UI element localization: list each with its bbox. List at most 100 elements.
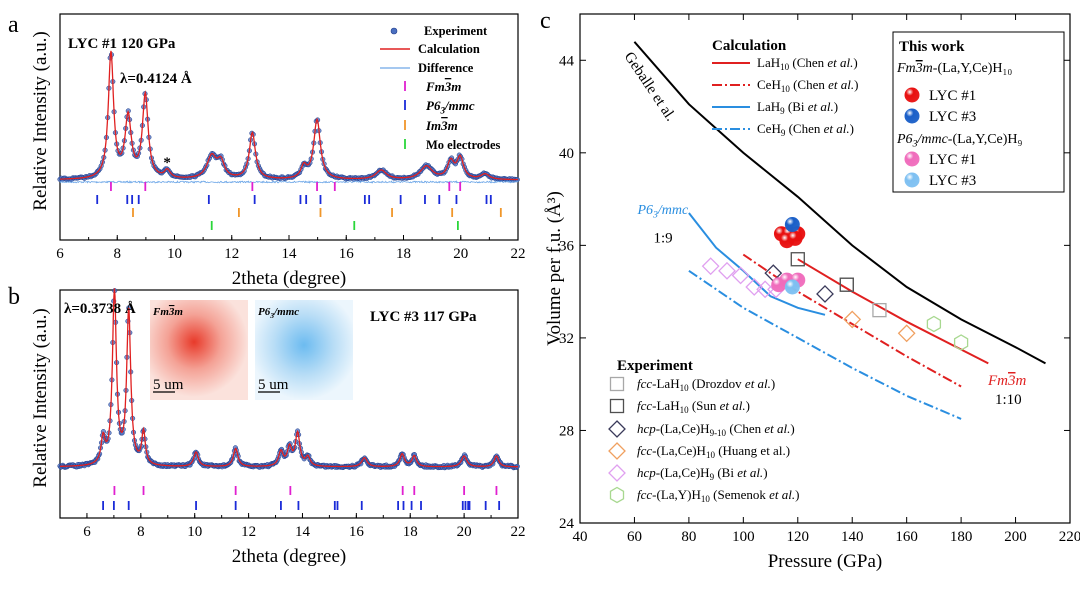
calculation-line: [60, 50, 518, 181]
legend-fm3m-title: Fm3m-(La,Y,Ce)H₁₀: [896, 61, 1012, 76]
x-tick-label: 14: [295, 524, 311, 540]
x-axis-label: 2theta (degree): [232, 268, 346, 289]
legend-entry: CeH9 (Chen et al.): [757, 121, 854, 138]
x-tick-label: 140: [841, 529, 864, 545]
annotation-p63: P63/mmc: [636, 203, 689, 221]
legend-p63-title: P63/mmc-(La,Y,Ce)H₉: [896, 132, 1023, 150]
legend-entry: LaH9 (Bi et al.): [757, 99, 838, 116]
experiment-point: [897, 324, 916, 343]
peak-asterisk: *: [163, 155, 171, 171]
legend-entry: LYC #3: [929, 109, 976, 125]
scale-bar-label: 5 um: [258, 377, 289, 393]
legend-sphere: [904, 87, 920, 103]
x-tick-label: 18: [403, 524, 418, 540]
fm3m-text: Fm3m-(La,Y,Ce)H₁₀: [896, 61, 1012, 76]
legend-fm3m: Fm3m: [425, 79, 461, 94]
x-tick-label: 6: [83, 524, 91, 540]
y-tick-label: 36: [559, 238, 575, 254]
x-tick-label: 12: [224, 246, 239, 262]
legend-p63: P63/mmc: [426, 98, 475, 115]
panel-a: 6 8 10 12 14 16 18 20 22 2theta (degree) Relative …: [30, 13, 526, 289]
this-work-point: [784, 279, 800, 295]
x-tick-label: 40: [573, 529, 588, 545]
panel-letter-c: c: [540, 8, 551, 34]
panel-title: LYC #1 120 GPa: [68, 36, 176, 52]
y-tick-label: 24: [559, 516, 575, 532]
panel-letter-a: a: [8, 12, 19, 38]
x-tick-label: 60: [627, 529, 642, 545]
x-tick-label: 8: [114, 246, 122, 262]
x-tick-label: 10: [167, 246, 182, 262]
legend-entry: LYC #1: [929, 152, 976, 168]
plot-frame: [579, 13, 1071, 524]
legend-label: Calculation: [418, 42, 480, 56]
legend-title: This work: [899, 39, 965, 55]
experiment-point: [816, 285, 834, 303]
legend-sphere: [904, 108, 920, 124]
legend-label: Experiment: [424, 24, 488, 38]
experiment-point: [953, 334, 969, 351]
experiment-point: [926, 315, 942, 333]
x-tick-label: 220: [1059, 529, 1080, 545]
legend-marker: [609, 398, 625, 414]
x-tick-label: 100: [732, 529, 755, 545]
legend-entry: hcp-(La,Ce)H9 (Bi et al.): [637, 465, 768, 482]
experiment-point: [701, 257, 720, 276]
y-tick-label: 28: [559, 423, 574, 439]
inset-map-p63: [255, 300, 353, 400]
panel-title: LYC #3 117 GPa: [370, 309, 477, 325]
legend-this-work: This work Fm3m-(La,Y,Ce)H₁₀ LYC #1 LYC #3 LY…: [892, 31, 1065, 193]
y-tick-label: 40: [559, 146, 574, 162]
x-axis-label: 2theta (degree): [232, 546, 346, 567]
legend-entry: hcp-(La,Ce)H9-10 (Chen et al.): [637, 421, 795, 438]
legend-entry: fcc-LaH10 (Sun et al.): [637, 398, 750, 415]
legend-label: Mo electrodes: [426, 138, 501, 152]
series-line: [633, 41, 1046, 365]
panel-letter-b: b: [8, 284, 20, 310]
x-tick-label: 120: [787, 529, 810, 545]
x-tick-label: 160: [895, 529, 918, 545]
inset-label-fm3m: Fm3m: [152, 306, 183, 318]
x-tick-label: 20: [457, 524, 472, 540]
scale-bar-label: 5 um: [153, 377, 184, 393]
x-tick-label: 10: [187, 524, 202, 540]
x-tick-label: 16: [339, 246, 355, 262]
annotation-ratio: 1:9: [653, 230, 672, 246]
legend-entry: LYC #1: [929, 88, 976, 104]
panel-c: 40 60 80 100 120 140 160 180 200 220 24 28 32 36 40 44 P…: [544, 13, 1080, 572]
plot-frame: [59, 289, 519, 519]
experiment-point: [745, 278, 764, 296]
legend-marker-experiment: [390, 27, 398, 35]
annotation-ratio: 1:10: [995, 392, 1022, 408]
x-tick-label: 8: [137, 524, 145, 540]
legend-title: Calculation: [712, 38, 787, 54]
series-line: [688, 269, 962, 420]
legend-entry: CeH10 (Chen et al.): [757, 77, 858, 94]
experiment-point: [839, 277, 854, 292]
x-tick-label: 22: [511, 524, 526, 540]
legend-marker: [608, 442, 626, 460]
series-line: [688, 212, 826, 316]
fm3m-text: Fm3m: [152, 306, 183, 318]
annotation-fm3m: Fm3m: [987, 373, 1027, 389]
x-tick-label: 12: [241, 524, 256, 540]
x-tick-label: 22: [511, 246, 526, 262]
x-tick-label: 80: [681, 529, 696, 545]
y-axis-label: Relative Intensity (a.u.): [30, 31, 51, 210]
x-axis-label: Pressure (GPa): [768, 551, 883, 572]
this-work-point: [784, 217, 800, 233]
series-line: [742, 253, 962, 388]
legend-marker: [608, 420, 626, 438]
legend-sphere: [904, 151, 920, 167]
y-axis-label: Relative Intensity (a.u.): [30, 308, 51, 487]
experiment-point: [731, 266, 750, 285]
inset-map-fm3m: [150, 300, 248, 400]
fm3m-text: Fm3m: [987, 373, 1027, 389]
legend-box: [892, 31, 1065, 193]
this-work-point: [787, 230, 803, 246]
legend-entry: fcc-(La,Ce)H10 (Huang et al.): [637, 443, 790, 460]
fm3m-text: Fm3m: [425, 79, 461, 94]
y-axis-label: Volume per f.u. (Å³): [544, 191, 565, 346]
difference-line: [59, 180, 519, 184]
